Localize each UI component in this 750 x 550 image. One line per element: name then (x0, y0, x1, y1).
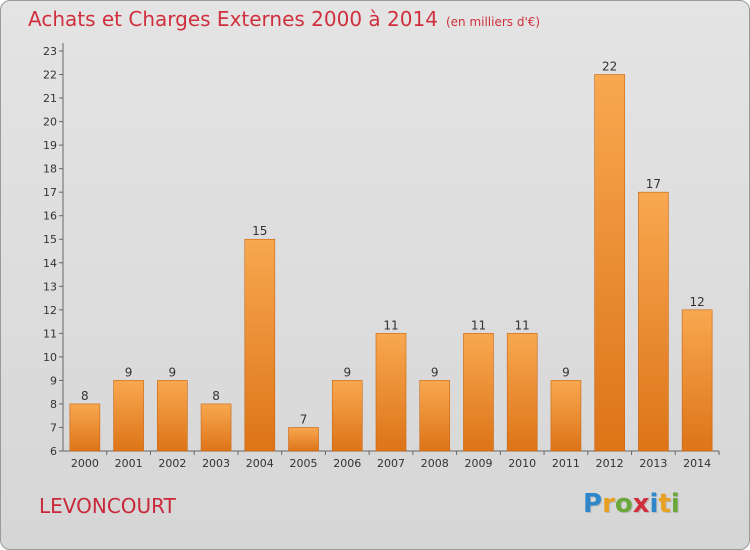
chart-title: Achats et Charges Externes 2000 à 2014 (e… (28, 7, 540, 31)
x-tick-label: 2002 (158, 457, 186, 470)
bar-2001[interactable] (113, 380, 144, 452)
chart-subtitle: (en milliers d'€) (445, 15, 541, 29)
y-tick-label: 16 (43, 210, 57, 223)
data-label-2011: 9 (562, 365, 570, 379)
x-tick-label: 2000 (71, 457, 99, 470)
bar-2007[interactable] (375, 333, 407, 452)
logo-letter: t (658, 489, 671, 519)
y-tick-label: 18 (43, 163, 57, 176)
logo-letter: P (583, 489, 603, 519)
logo-letter: o (614, 489, 633, 519)
y-tick-label: 19 (43, 139, 57, 152)
x-tick-label: 2013 (639, 457, 667, 470)
x-tick-label: 2005 (290, 457, 318, 470)
bar-2010[interactable] (506, 333, 538, 452)
y-tick-label: 15 (43, 233, 57, 246)
logo-letter: i (670, 489, 680, 519)
chart-labels: 8 9 9 8 15 7 9 11 9 11 11 9 22 17 12 (81, 60, 705, 427)
bar-2009[interactable] (463, 333, 494, 452)
data-label-2003: 8 (212, 389, 220, 403)
data-label-2004: 15 (252, 224, 267, 238)
logo-letter: r (602, 489, 615, 519)
data-label-2007: 11 (383, 318, 398, 332)
x-tick-label: 2009 (464, 457, 492, 470)
proxiti-logo[interactable]: Proxiti (583, 489, 680, 519)
data-label-2012: 22 (602, 60, 617, 74)
y-tick-label: 12 (43, 304, 57, 317)
bar-2004[interactable] (244, 238, 276, 452)
x-tick-label: 2008 (421, 457, 449, 470)
y-tick-label: 14 (43, 257, 57, 270)
x-tick-label: 2007 (377, 457, 405, 470)
y-tick-label: 8 (50, 398, 57, 411)
bar-2011[interactable] (550, 380, 582, 452)
logo-letter: x (632, 489, 650, 519)
logo-letter: i (649, 489, 659, 519)
y-tick-label: 21 (43, 92, 57, 105)
data-label-2009: 11 (471, 318, 486, 332)
data-label-2000: 8 (81, 389, 89, 403)
y-tick-label: 23 (43, 45, 57, 58)
commune-name: LEVONCOURT (39, 494, 176, 518)
x-tick-label: 2010 (508, 457, 536, 470)
x-tick-label: 2012 (596, 457, 624, 470)
x-tick-label: 2014 (683, 457, 711, 470)
data-label-2010: 11 (515, 318, 530, 332)
y-tick-label: 22 (43, 69, 57, 82)
x-tick-label: 2006 (333, 457, 361, 470)
x-tick-label: 2004 (246, 457, 274, 470)
y-tick-label: 13 (43, 280, 57, 293)
y-tick-label: 11 (43, 327, 57, 340)
x-tick-label: 2011 (552, 457, 580, 470)
bar-2013[interactable] (638, 191, 669, 452)
y-tick-label: 9 (50, 374, 57, 387)
bar-2014[interactable] (681, 309, 713, 452)
chart-axes: 6 7 8 9 10 11 12 13 14 15 16 17 18 19 20 21 22 23 2000 2001… (43, 43, 720, 470)
x-tick-label: 2001 (115, 457, 143, 470)
y-tick-label: 10 (43, 351, 57, 364)
bar-2008[interactable] (419, 380, 451, 452)
bar-2000[interactable] (69, 403, 101, 452)
data-label-2008: 9 (431, 365, 439, 379)
data-label-2002: 9 (169, 365, 177, 379)
x-tick-label: 2003 (202, 457, 230, 470)
data-label-2006: 9 (343, 365, 351, 379)
y-tick-label: 20 (43, 116, 57, 129)
y-tick-label: 6 (50, 445, 57, 458)
y-tick-label: 7 (50, 421, 57, 434)
bar-2003[interactable] (200, 403, 232, 452)
bar-2006[interactable] (331, 380, 363, 452)
bar-2005[interactable] (288, 427, 319, 452)
data-label-2014: 12 (689, 295, 704, 309)
chart-title-text: Achats et Charges Externes 2000 à 2014 (28, 7, 438, 31)
y-tick-label: 17 (43, 186, 57, 199)
bar-2002[interactable] (157, 380, 188, 452)
bar-2012[interactable] (594, 74, 625, 452)
chart-bars (69, 74, 713, 452)
data-label-2001: 9 (125, 365, 133, 379)
data-label-2005: 7 (300, 412, 308, 426)
data-label-2013: 17 (646, 177, 661, 191)
